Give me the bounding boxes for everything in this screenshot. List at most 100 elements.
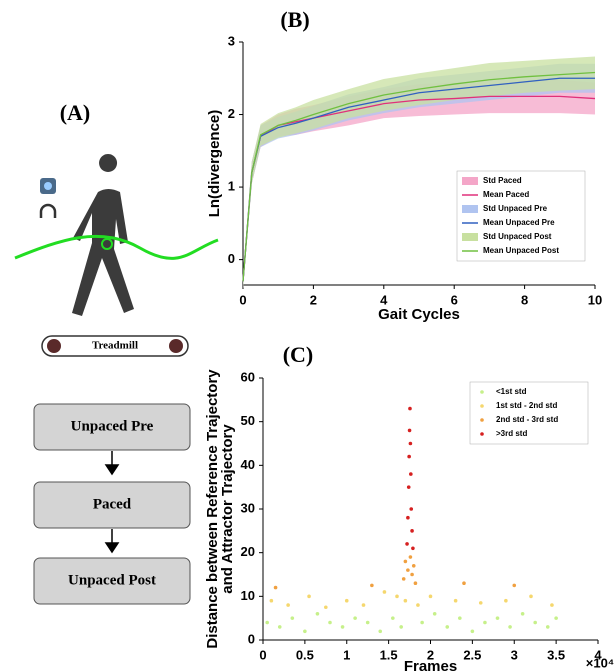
- y-tick-label: 30: [241, 500, 255, 515]
- point: [324, 605, 328, 610]
- x-multiplier: ×10⁴: [586, 655, 614, 670]
- headphone-icon: [39, 203, 57, 218]
- flow-label: Unpaced Post: [68, 572, 156, 588]
- point: [432, 612, 437, 616]
- point: [290, 616, 295, 620]
- flow-box: [33, 403, 191, 451]
- legend-swatch: [462, 177, 478, 185]
- point: [483, 620, 487, 625]
- point: [303, 629, 307, 634]
- x-tick-label: 4: [594, 647, 602, 662]
- legend-box: [469, 381, 589, 445]
- point: [478, 601, 483, 605]
- x-tick-label: 6: [451, 292, 458, 307]
- x-tick-label: 2.5: [463, 647, 481, 662]
- point: [328, 620, 332, 625]
- point: [550, 603, 554, 607]
- x-tick-label: 0: [259, 647, 266, 662]
- point: [416, 603, 420, 607]
- point: [406, 515, 410, 520]
- x-tick-label: 1.5: [380, 647, 398, 662]
- flow-label: Paced: [93, 496, 132, 512]
- point: [378, 629, 383, 634]
- point: [340, 625, 345, 629]
- y-axis-label: and Attractor Trajectory: [219, 424, 236, 594]
- point: [453, 598, 458, 603]
- treadmill-roller: [47, 339, 61, 353]
- point: [403, 559, 408, 564]
- point: [406, 485, 411, 489]
- point: [409, 472, 413, 476]
- y-tick-label: 3: [228, 33, 235, 48]
- point: [269, 598, 274, 603]
- flow-arrow: [104, 529, 120, 554]
- metronome-icon: [44, 182, 52, 190]
- y-tick-label: 20: [241, 544, 255, 559]
- y-tick-label: 0: [228, 251, 235, 266]
- point: [401, 577, 406, 581]
- point: [411, 563, 416, 568]
- point: [413, 581, 418, 586]
- walker: [72, 154, 134, 316]
- treadmill: [41, 335, 189, 357]
- x-tick-label: 2: [427, 647, 434, 662]
- chart-title: (C): [283, 342, 314, 367]
- point: [307, 594, 311, 599]
- y-tick-label: 2: [228, 106, 235, 121]
- point: [508, 625, 512, 629]
- trajectory-point: [101, 238, 113, 250]
- point: [405, 542, 409, 546]
- point: [403, 598, 408, 603]
- point: [458, 616, 462, 620]
- point: [529, 594, 533, 599]
- legend-label: Mean Paced: [483, 190, 529, 199]
- point: [407, 428, 412, 433]
- x-axis-label: Frames: [404, 658, 457, 672]
- legend-swatch: [480, 418, 484, 422]
- legend-label: 1st std - 2nd std: [496, 401, 557, 410]
- point: [395, 594, 399, 599]
- y-tick-label: 10: [241, 588, 255, 603]
- treadmill-roller: [169, 339, 183, 353]
- point: [382, 590, 387, 594]
- trajectory-wave: [14, 234, 219, 260]
- x-tick-label: 10: [588, 292, 602, 307]
- y-axis-label: Distance between Reference Trajectory: [204, 369, 221, 649]
- x-tick-label: 4: [380, 292, 388, 307]
- x-tick-label: 8: [521, 292, 528, 307]
- x-tick-label: 0: [239, 292, 246, 307]
- point: [410, 529, 414, 533]
- panel-label: (A): [60, 100, 91, 125]
- legend-swatch: [462, 233, 478, 241]
- y-tick-label: 1: [228, 179, 235, 194]
- chart-title: (B): [280, 7, 309, 32]
- point: [520, 612, 525, 616]
- mean-line: [242, 77, 595, 282]
- flow-box: [33, 481, 191, 529]
- legend-label: Std Unpaced Pre: [483, 204, 548, 213]
- point: [408, 555, 413, 559]
- flow-label: Unpaced Pre: [71, 418, 154, 434]
- point: [445, 625, 450, 629]
- x-tick-label: 3: [511, 647, 518, 662]
- point: [470, 629, 475, 634]
- y-tick-label: 60: [241, 369, 255, 384]
- legend-box: [456, 170, 586, 262]
- y-tick-label: 0: [248, 631, 255, 646]
- legend-label: 2nd std - 3rd std: [496, 415, 558, 424]
- y-axis-label: Ln(divergence): [206, 110, 223, 218]
- x-axis-label: Gait Cycles: [378, 306, 460, 323]
- point: [409, 507, 414, 511]
- y-tick-label: 50: [241, 413, 255, 428]
- point: [554, 616, 558, 620]
- flow-box: [33, 557, 191, 605]
- point: [353, 616, 357, 620]
- legend-label: Mean Unpaced Pre: [483, 218, 555, 227]
- legend-label: Std Paced: [483, 176, 522, 185]
- point: [406, 568, 410, 572]
- point: [399, 625, 403, 629]
- x-tick-label: 2: [310, 292, 317, 307]
- legend-swatch: [480, 390, 484, 394]
- point: [504, 598, 508, 603]
